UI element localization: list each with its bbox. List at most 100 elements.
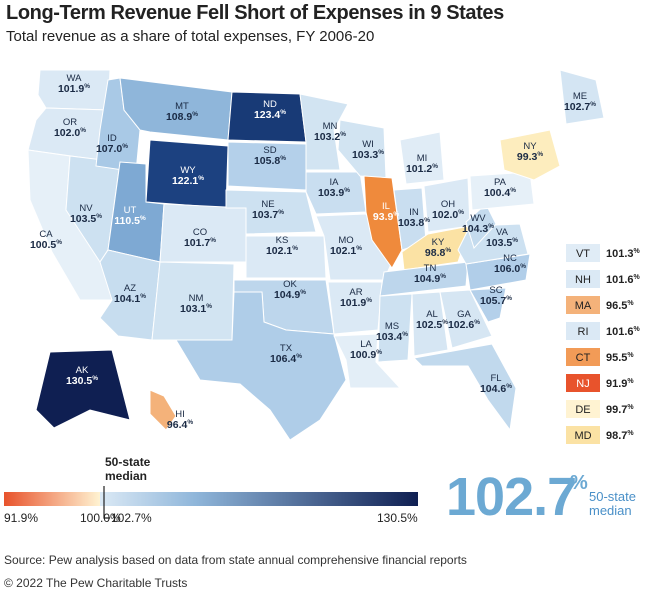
state-pa [469,171,535,211]
scale-bar-above-100 [100,492,418,506]
state-abbr-ut: UT [124,205,137,216]
state-value-mo: 102.1% [330,245,362,257]
state-ak [35,349,131,429]
state-abbr-tn: TN [424,263,437,274]
scale-max-label: 130.5% [377,511,418,525]
state-value-hi: 96.4% [167,419,193,431]
state-ny [499,129,561,181]
state-abbr-ky: KY [432,237,445,248]
scale-bar-below-100 [4,492,100,506]
median-value: 102.7 [446,467,577,527]
state-value-oh: 102.0% [432,209,464,221]
small-state-abbr-ma: MA [575,300,592,312]
state-value-wa: 101.9% [58,83,90,95]
state-value-ms: 103.4% [376,331,408,343]
state-abbr-nc: NC [503,253,517,264]
state-me [559,69,605,125]
small-state-value-ma: 96.5% [606,300,634,312]
state-value-va: 103.5% [486,237,518,249]
state-ga [439,289,493,349]
scale-neutral-label: 100.0% [80,511,121,525]
small-state-box-ct [566,348,600,366]
source-note: Source: Pew analysis based on data from … [4,553,467,567]
state-value-nc: 106.0% [494,263,526,275]
state-value-la: 100.9% [350,349,382,361]
state-abbr-ny: NY [523,141,537,152]
state-sc [469,287,507,323]
state-abbr-sd: SD [263,145,276,156]
state-value-mn: 103.2% [314,131,346,143]
median-caption: 50-state median [589,489,636,518]
small-state-box-vt [566,244,600,262]
state-ia [305,171,367,215]
state-abbr-wv: WV [470,213,486,224]
state-value-wy: 122.1% [172,175,204,187]
state-value-pa: 100.4% [484,187,516,199]
state-abbr-ms: MS [385,321,399,332]
state-abbr-nm: NM [189,293,204,304]
state-abbr-az: AZ [124,283,136,294]
state-value-ar: 101.9% [340,297,372,309]
state-abbr-tx: TX [280,343,293,354]
state-al [411,291,449,357]
state-value-ks: 102.1% [266,245,298,257]
map-subtitle: Total revenue as a share of total expens… [6,28,375,45]
state-abbr-ok: OK [283,279,297,290]
small-state-abbr-nh: NH [575,274,591,286]
state-mn [299,93,349,171]
state-value-me: 102.7% [564,101,596,113]
small-state-box-de [566,400,600,418]
state-value-il: 93.9% [373,211,399,223]
state-abbr-nv: NV [79,203,93,214]
state-value-ca: 100.5% [30,239,62,251]
state-ms [377,293,413,363]
state-value-ok: 104.9% [274,289,306,301]
state-abbr-me: ME [573,91,587,102]
state-value-ky: 98.8% [425,247,451,259]
state-value-mi: 101.2% [406,163,438,175]
median-percent-sign: % [570,472,588,494]
small-state-value-nj: 91.9% [606,378,634,390]
small-state-box-md [566,426,600,444]
state-value-wv: 104.3% [462,223,494,235]
state-il [363,175,403,269]
state-abbr-va: VA [496,227,509,238]
state-mi [399,131,445,185]
state-abbr-mo: MO [338,235,353,246]
scale-min-label: 91.9% [4,511,39,525]
state-abbr-nd: ND [263,99,277,110]
state-abbr-or: OR [63,117,77,128]
small-state-box-ma [566,296,600,314]
state-abbr-oh: OH [441,199,455,210]
state-abbr-wi: WI [362,139,374,150]
state-abbr-ne: NE [261,199,274,210]
state-value-nm: 103.1% [180,303,212,315]
small-state-abbr-ri: RI [578,326,589,338]
state-value-ak: 130.5% [66,375,98,387]
state-value-al: 102.5% [416,319,448,331]
state-value-fl: 104.6% [480,383,512,395]
small-state-box-nj [566,374,600,392]
small-state-abbr-vt: VT [576,248,590,260]
small-state-box-ri [566,322,600,340]
state-tx [175,291,347,441]
state-value-nd: 123.4% [254,109,286,121]
state-abbr-ia: IA [330,177,340,188]
state-fl [412,343,517,432]
small-state-value-md: 98.7% [606,430,634,442]
state-value-in: 103.8% [398,217,430,229]
state-value-co: 101.7% [184,237,216,249]
state-abbr-id: ID [107,133,117,144]
state-abbr-il: IL [382,201,390,212]
state-value-az: 104.1% [114,293,146,305]
state-wv [465,203,497,249]
small-state-abbr-ct: CT [576,352,591,364]
state-value-ut: 110.5% [114,215,146,227]
state-value-or: 102.0% [54,127,86,139]
state-value-ny: 99.3% [517,151,543,163]
state-value-id: 107.0% [96,143,128,155]
scale-median-caption: 50-state median [105,455,151,483]
state-tn [379,261,469,297]
small-state-abbr-de: DE [575,404,590,416]
